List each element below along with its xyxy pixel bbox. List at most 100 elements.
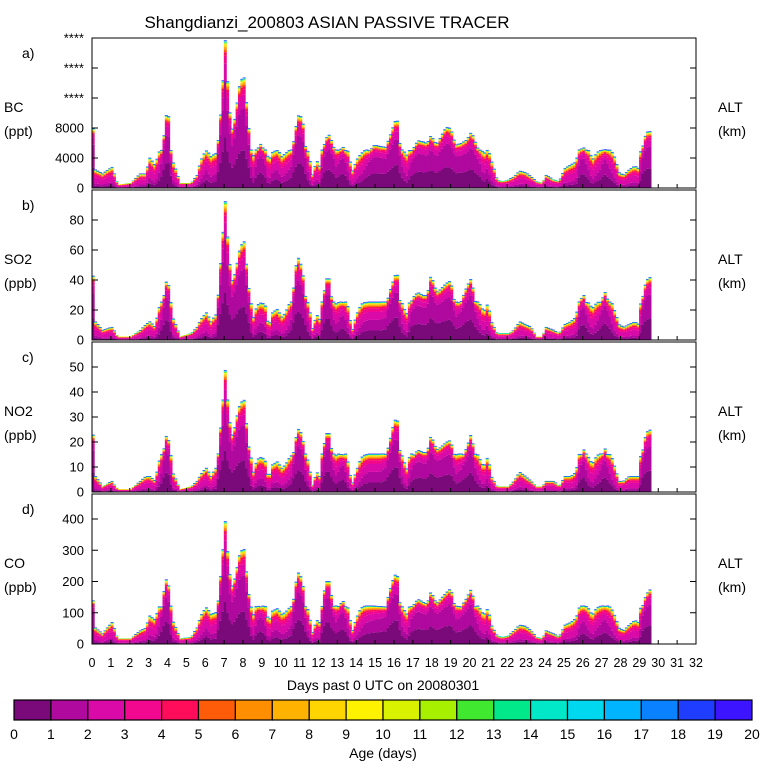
bar-segment — [177, 180, 180, 182]
bar-segment — [245, 109, 248, 111]
bar-segment — [247, 131, 250, 132]
bar-segment — [113, 334, 116, 335]
bar-segment — [450, 134, 453, 135]
bar-segment — [229, 116, 232, 117]
bar-segment — [450, 136, 453, 137]
bar-segment — [488, 156, 491, 157]
bar-segment — [587, 153, 590, 154]
bar-segment — [229, 119, 232, 121]
bar-segment — [649, 169, 652, 188]
bar-segment — [472, 139, 475, 140]
bar-segment — [615, 168, 618, 169]
bar-segment — [174, 172, 177, 173]
bar-segment — [259, 147, 262, 148]
bar-segment — [245, 108, 248, 109]
bar-segment — [309, 164, 312, 165]
bar-segment — [472, 138, 475, 139]
bar-segment — [613, 160, 616, 161]
bar-segment — [304, 148, 307, 149]
bar-segment — [226, 84, 229, 85]
bar-segment — [113, 177, 116, 178]
bar-segment — [302, 134, 305, 142]
bar-segment — [226, 93, 229, 98]
bar-segment — [490, 166, 493, 167]
bar-segment — [431, 141, 434, 142]
bar-segment — [347, 155, 350, 156]
bar-segment — [587, 153, 590, 154]
bar-segment — [224, 44, 227, 45]
bar-segment — [167, 119, 170, 120]
bar-segment — [587, 154, 590, 155]
bar-segment — [278, 155, 281, 156]
bar-segment — [649, 147, 652, 169]
bar-segment — [490, 167, 493, 169]
bar-segment — [226, 86, 229, 87]
bar-segment — [245, 116, 248, 126]
bar-segment — [330, 143, 333, 144]
bar-segment — [316, 164, 319, 165]
bar-segment — [207, 155, 210, 156]
bar-segment — [226, 87, 229, 88]
bar-segment — [111, 171, 114, 172]
panels: 040008000************a)BC(ppt)ALT(km)020… — [4, 31, 746, 652]
bar-segment — [649, 140, 652, 147]
bar-segment — [302, 127, 305, 128]
bar-segment — [170, 157, 173, 162]
bar-segment — [396, 128, 399, 131]
bar-segment — [396, 124, 399, 125]
bar-segment — [247, 135, 250, 138]
bar-segment — [474, 144, 477, 145]
bar-segment — [250, 154, 253, 155]
bar-segment — [245, 105, 248, 106]
bar-segment — [302, 127, 305, 128]
bar-segment — [450, 135, 453, 136]
bar-segment — [316, 165, 319, 166]
bar-segment — [493, 172, 496, 173]
bar-segment — [450, 135, 453, 136]
bar-segment — [299, 121, 302, 122]
bar-segment — [113, 178, 116, 180]
bar-segment — [151, 163, 154, 164]
bar-segment — [347, 154, 350, 155]
bar-segment — [172, 166, 175, 167]
bar-segment — [299, 119, 302, 120]
bar-segment — [247, 131, 250, 132]
bar-segment — [226, 84, 229, 85]
bar-segment — [431, 142, 434, 143]
bar-segment — [398, 146, 401, 147]
bar-segment — [302, 131, 305, 134]
bar-segment — [590, 158, 593, 159]
bar-segment — [488, 159, 491, 161]
alt-unit-label: (km) — [718, 123, 746, 139]
bar-segment — [113, 176, 116, 177]
bar-segment — [474, 146, 477, 147]
bar-segment — [304, 149, 307, 150]
bar-segment — [170, 153, 173, 154]
bar-segment — [649, 134, 652, 135]
bar-segment — [167, 128, 170, 137]
bar-segment — [243, 81, 246, 82]
bar-segment — [490, 164, 493, 165]
stacked-area-so2 — [92, 201, 652, 340]
bar-segment — [174, 173, 177, 174]
bar-segment — [167, 121, 170, 122]
bar-segment — [611, 155, 614, 156]
bar-segment — [167, 124, 170, 128]
bar-segment — [316, 164, 319, 165]
bar-segment — [396, 123, 399, 124]
bar-segment — [302, 128, 305, 129]
bar-segment — [177, 179, 180, 180]
bar-segment — [349, 166, 352, 167]
bar-segment — [259, 146, 262, 147]
bar-segment — [453, 143, 456, 144]
bar-segment — [167, 119, 170, 120]
bar-segment — [174, 172, 177, 173]
bar-segment — [396, 125, 399, 126]
bar-segment — [113, 333, 116, 334]
bar-segment — [347, 153, 350, 154]
bar-segment — [226, 98, 229, 111]
bar-segment — [247, 132, 250, 133]
